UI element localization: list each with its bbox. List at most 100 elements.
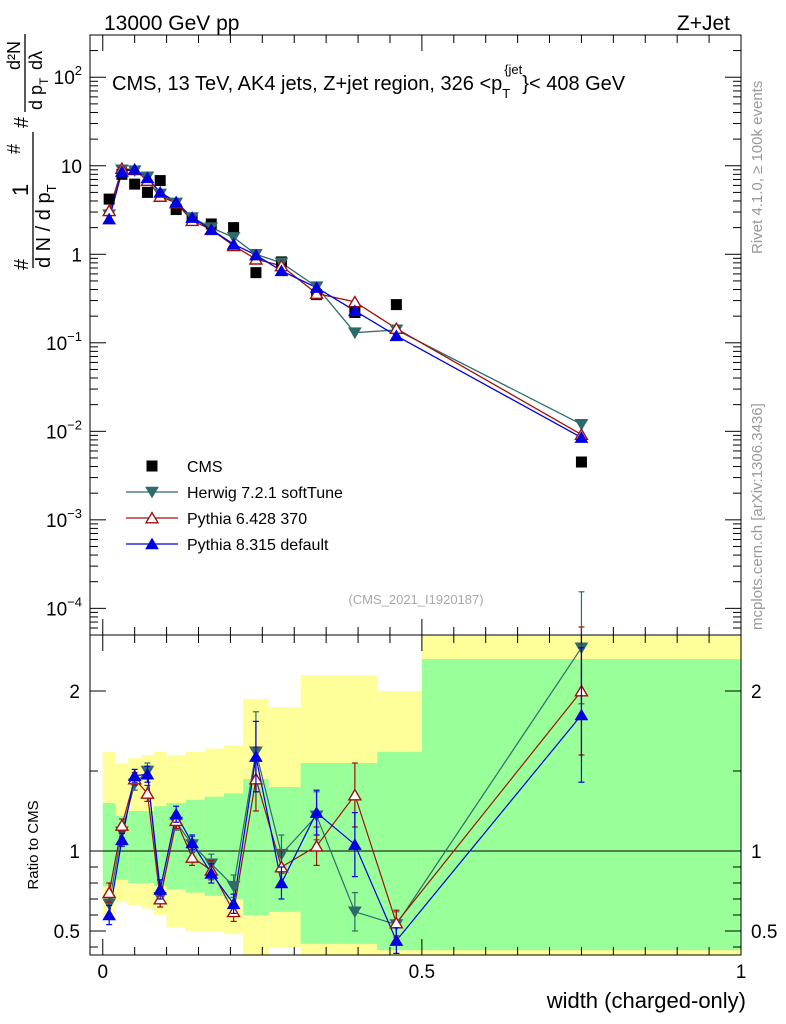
legend-label: CMS xyxy=(187,459,223,476)
pythia-8-315-default-ratio-point xyxy=(389,934,404,946)
ratio-y-axis: 0.5 0.5 1 1 2 2 xyxy=(54,682,777,948)
pythia-8-315-default-point xyxy=(249,248,263,261)
main-y-tick-base: 10 xyxy=(46,599,67,620)
ylabel-left-den: d N / d pT xyxy=(33,184,59,268)
pythia-8-315-default-ratio-point xyxy=(274,876,289,889)
legend: CMS Herwig 7.2.1 softTune Pythia 6.428 370… xyxy=(126,459,343,554)
pythia-6-428-370-ratio-point xyxy=(309,839,324,852)
ratio-y-tick-label-right: 0.5 xyxy=(751,922,777,943)
cms-point xyxy=(103,193,115,205)
chart-title-suffix: }< 408 GeV xyxy=(522,73,626,95)
pythia-8-315-default-ratio-point xyxy=(115,833,129,846)
main-y-tick-exponent: −1 xyxy=(67,329,82,344)
pythia-6-428-370-point xyxy=(309,286,324,300)
pythia-8-315-default-point xyxy=(204,223,219,235)
pythia-8-315-default-ratio-point xyxy=(127,769,142,782)
main-data-marks xyxy=(101,161,589,468)
pythia-8-315-default-point xyxy=(127,162,142,175)
pythia-8-315-default-point xyxy=(115,165,129,177)
ratio-inner-band xyxy=(141,811,154,883)
ratio-inner-band xyxy=(204,796,225,896)
herwig-7-2-1-softtune-ratio-point xyxy=(226,880,241,893)
ratio-y-tick-label: 2 xyxy=(69,682,80,703)
ratio-inner-band xyxy=(102,803,116,887)
cms-point xyxy=(129,178,141,190)
ratio-y-axis-label: Ratio to CMS xyxy=(25,800,42,889)
legend-label: Pythia 6.428 370 xyxy=(187,511,307,528)
pythia-8-315-default-ratio-point xyxy=(169,807,184,820)
ylabel-left-den-t: T xyxy=(44,184,59,192)
ylabel-hash1: # xyxy=(11,258,33,270)
pythia-8-315-default-ratio-point xyxy=(309,806,324,818)
legend-marker xyxy=(145,486,159,499)
pythia-8-315-default-point xyxy=(226,237,241,250)
pythia-8-315-default-point xyxy=(153,186,168,198)
ylabel-den-a-t: T xyxy=(37,77,51,85)
cms-point xyxy=(141,186,153,198)
pythia-8-315-default-point xyxy=(274,264,289,277)
header-right-label: Z+Jet xyxy=(677,12,730,35)
pythia-8-315-default-point xyxy=(140,171,155,184)
ratio-y-tick-label: 1 xyxy=(69,842,80,863)
legend-marker xyxy=(144,511,160,524)
chart-title-prefix: CMS, 13 TeV, AK4 jets, Z+jet region, 326… xyxy=(112,73,502,95)
pythia-8-315-default-ratio-point xyxy=(140,767,155,780)
main-y-axis-label: # 1 d N / d pT # d²N d pT dλ # xyxy=(4,34,59,270)
pythia-8-315-default-ratio-point xyxy=(102,908,117,921)
pythia-8-315-default-ratio-point xyxy=(204,867,219,879)
main-y-tick-base: 1 xyxy=(71,245,82,266)
pythia-8-315-default-point xyxy=(574,431,589,443)
pythia-6-428-370-ratio-point xyxy=(114,818,130,831)
herwig-7-2-1-softtune-point xyxy=(226,232,241,244)
main-y-tick-label: 10−1 xyxy=(46,329,82,355)
pythia-8-315-default-ratio-point xyxy=(574,708,589,721)
pythia-8-315-default-point xyxy=(185,211,199,223)
ratio-data-marks xyxy=(101,591,589,955)
cms-point xyxy=(575,456,587,468)
ylabel-left-den-text: d N / d p xyxy=(33,192,55,268)
legend-label: Pythia 8.315 default xyxy=(187,537,329,554)
ylabel-hash3: # xyxy=(4,144,24,154)
ratio-uncertainty-bands xyxy=(102,635,741,955)
main-y-tick-exponent: −4 xyxy=(67,594,82,609)
pythia-8-315-default-point xyxy=(389,329,404,342)
pythia-8-315-default-point xyxy=(169,195,184,208)
ratio-y-tick-label-right: 2 xyxy=(751,682,762,703)
ylabel-num: d²N xyxy=(4,41,24,70)
pythia-6-428-370-ratio-point xyxy=(140,786,155,799)
pythia-8-315-default-ratio-point xyxy=(249,750,263,762)
main-y-tick-label: 10−2 xyxy=(46,417,82,443)
cms-point xyxy=(250,267,262,279)
ratio-frame xyxy=(89,634,742,956)
cms-point xyxy=(390,299,402,311)
ratio-y-tick-label: 0.5 xyxy=(54,922,80,943)
analysis-watermark: (CMS_2021_I1920187) xyxy=(348,592,483,607)
cms-point xyxy=(228,222,240,234)
pythia-8-315-default-point xyxy=(309,281,324,293)
legend-marker xyxy=(146,460,158,472)
header-left-label: 13000 GeV pp xyxy=(104,12,239,35)
pythia-8-315-default-ratio-point xyxy=(226,897,241,910)
main-y-tick-base: 10 xyxy=(54,68,75,89)
main-y-tick-base: 10 xyxy=(46,422,67,443)
ratio-panel: 0.5 0.51 12 2 0 0.5 1 Ratio to CMS width (cha… xyxy=(25,591,777,1013)
legend-label: Herwig 7.2.1 softTune xyxy=(187,485,343,502)
pythia-8-315-default-ratio-point xyxy=(185,836,199,849)
ylabel-den-a-text: d p xyxy=(26,85,46,110)
chart-title: CMS, 13 TeV, AK4 jets, Z+jet region, 326… xyxy=(112,62,626,101)
main-y-tick-label: 102 xyxy=(54,63,82,89)
ylabel-one: 1 xyxy=(8,184,33,196)
ratio-x-tick-label: 0.5 xyxy=(409,962,435,983)
main-y-tick-label: 10−4 xyxy=(46,594,82,620)
main-y-tick-base: 10 xyxy=(61,157,82,178)
pythia-6-428-370-ratio-point xyxy=(347,788,363,801)
rivet-version-label: Rivet 4.1.0, ≥ 100k events xyxy=(749,81,766,254)
pythia-8-315-default-point xyxy=(102,212,117,225)
mcplots-label: mcplots.cern.ch [arXiv:1306.3436] xyxy=(749,403,766,630)
herwig-7-2-1-softtune-ratio-point xyxy=(347,906,362,919)
x-axis-label: width (charged-only) xyxy=(546,988,746,1013)
ratio-x-tick-label: 0 xyxy=(97,962,108,983)
ylabel-den-a: d pT xyxy=(26,77,51,110)
